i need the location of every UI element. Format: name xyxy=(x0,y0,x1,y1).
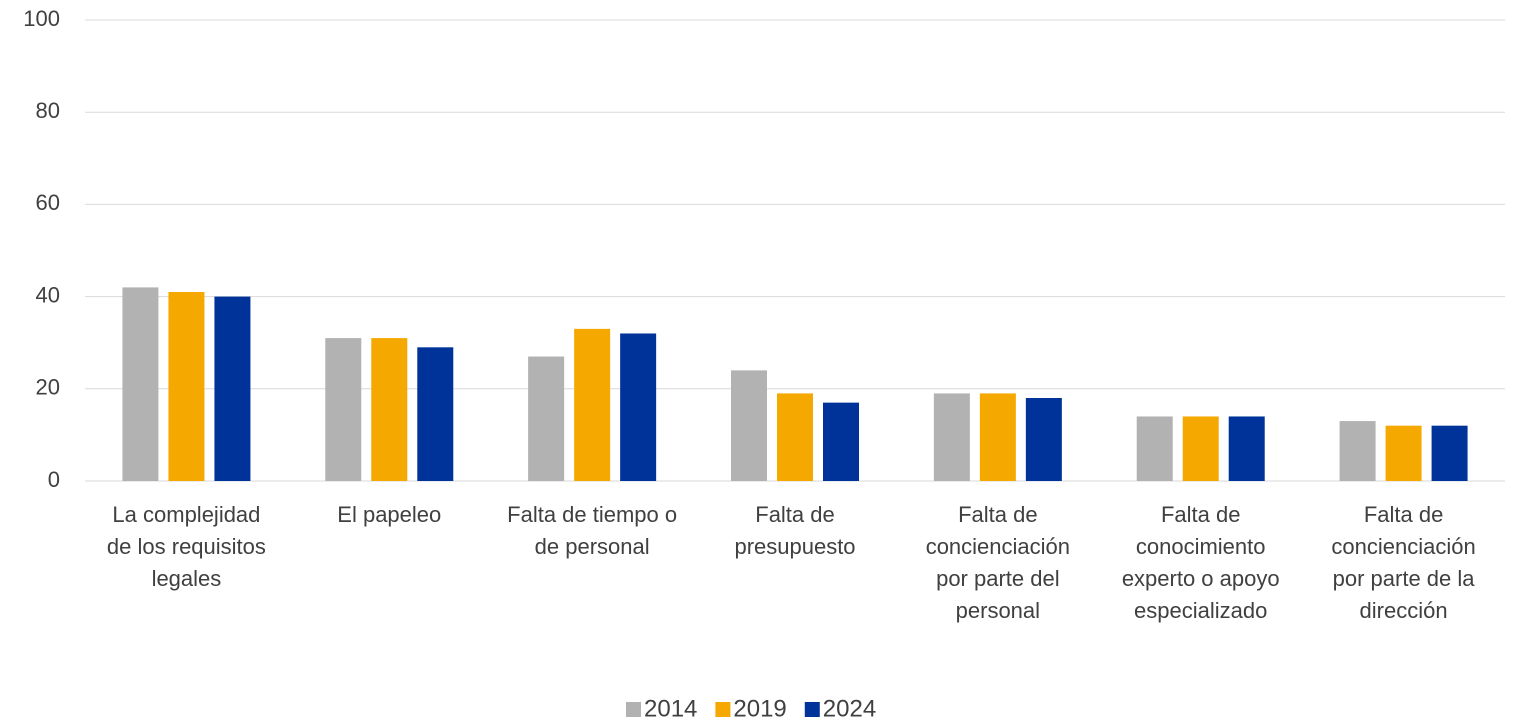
y-tick-label: 20 xyxy=(36,375,60,400)
bar xyxy=(620,333,657,481)
x-tick-label: El papeleo xyxy=(337,502,442,527)
bar xyxy=(1136,416,1173,481)
bar xyxy=(1431,425,1468,481)
bar xyxy=(371,338,408,481)
y-tick-label: 100 xyxy=(23,6,60,31)
bar xyxy=(574,328,611,481)
legend-swatch xyxy=(715,702,731,717)
bar xyxy=(417,347,454,481)
bar xyxy=(168,291,205,481)
bar xyxy=(777,393,813,481)
x-tick-label: Falta de tiempo o de personal xyxy=(507,502,678,559)
bar xyxy=(325,338,362,481)
y-tick-label: 40 xyxy=(36,282,60,307)
y-tick-label: 80 xyxy=(36,98,60,123)
bar xyxy=(1025,398,1062,481)
legend-label: 2014 xyxy=(644,695,697,719)
x-tick-label: Falta de concienciación por parte del pe… xyxy=(925,502,1070,623)
bar xyxy=(122,287,159,481)
bar xyxy=(1228,416,1265,481)
legend-swatch xyxy=(626,702,641,717)
bar xyxy=(933,393,970,481)
legend-label: 2019 xyxy=(733,695,786,719)
y-tick-label: 0 xyxy=(48,467,60,492)
bar xyxy=(528,356,565,481)
x-tick-label: Falta de conocimiento experto o apoyo es… xyxy=(1121,502,1280,623)
bar xyxy=(823,402,859,481)
bar xyxy=(1339,421,1376,481)
bar xyxy=(1182,416,1219,481)
legend-label: 2024 xyxy=(823,695,876,719)
bar xyxy=(1385,425,1422,481)
bar xyxy=(214,296,251,481)
x-tick-label: Falta de presupuesto xyxy=(734,502,856,559)
x-tick-label: La complejidad de los requisitos legales xyxy=(106,502,266,591)
x-tick-label: Falta de concienciación por parte de la … xyxy=(1331,502,1476,623)
bar xyxy=(979,393,1016,481)
y-tick-label: 60 xyxy=(36,190,60,215)
bar xyxy=(731,370,767,481)
legend-swatch xyxy=(804,702,820,717)
